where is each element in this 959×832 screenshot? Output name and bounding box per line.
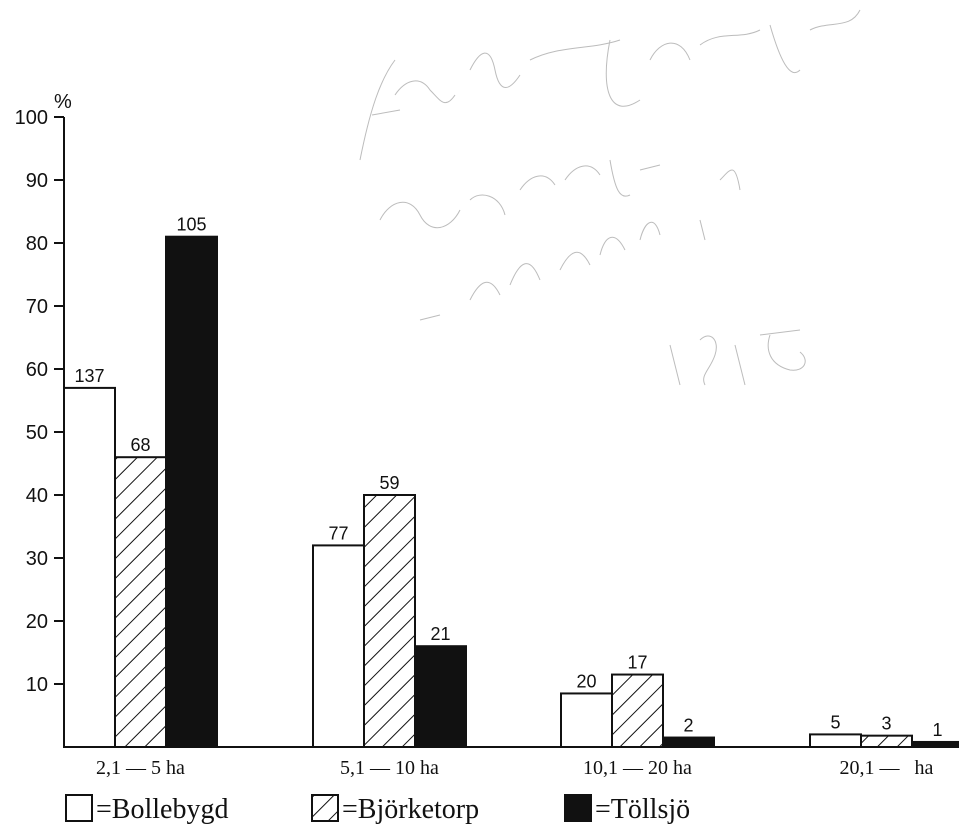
bar-töllsjö-0 <box>166 237 217 747</box>
y-tick-label: 20 <box>26 611 48 633</box>
legend: =Bollebygd =Björketorp =Töllsjö <box>66 794 690 825</box>
legend-swatch-bollebygd <box>66 795 92 821</box>
y-tick-label: 70 <box>26 296 48 318</box>
data-label: 21 <box>430 624 450 644</box>
y-tick-label: 90 <box>26 170 48 192</box>
x-category-label: 5,1 — 10 ha <box>340 757 439 779</box>
legend-label-töllsjö: =Töllsjö <box>595 794 690 825</box>
data-label: 3 <box>881 714 891 734</box>
bar-töllsjö-1 <box>415 646 466 747</box>
bar-töllsjö-2 <box>663 738 714 747</box>
data-label: 59 <box>379 473 399 493</box>
handwritten-note <box>360 10 860 385</box>
y-tick-label: 100 <box>15 107 48 129</box>
x-category-label: 10,1 — 20 ha <box>583 757 692 779</box>
legend-label-björketorp: =Björketorp <box>342 794 479 825</box>
x-axis: 2,1 — 5 ha 5,1 — 10 ha 10,1 — 20 ha 20,1 — … <box>64 747 959 779</box>
bar-bollebygd-3 <box>810 734 861 747</box>
y-tick-label: 10 <box>26 674 48 696</box>
data-label: 105 <box>176 215 206 235</box>
data-label: 20 <box>576 671 596 691</box>
data-label: 17 <box>627 653 647 673</box>
data-label: 137 <box>74 366 104 386</box>
y-axis: 10 20 30 40 50 60 70 80 90 100 <box>15 107 64 747</box>
bar-björketorp-3 <box>861 736 912 747</box>
data-label: 1 <box>932 720 942 740</box>
data-label: 2 <box>683 716 693 736</box>
legend-label-bollebygd: =Bollebygd <box>96 794 228 825</box>
legend-swatch-töllsjö <box>565 795 591 821</box>
y-tick-label: 30 <box>26 548 48 570</box>
bar-bollebygd-2 <box>561 693 612 747</box>
y-tick-label: 80 <box>26 233 48 255</box>
y-tick-label: 50 <box>26 422 48 444</box>
legend-swatch-björketorp <box>312 795 338 821</box>
bars-layer: 137 68 105 77 59 21 20 17 2 5 3 1 <box>64 215 959 747</box>
bar-björketorp-1 <box>364 495 415 747</box>
data-label: 77 <box>328 523 348 543</box>
bar-björketorp-0 <box>115 457 166 747</box>
y-tick-label: 60 <box>26 359 48 381</box>
bar-bollebygd-1 <box>313 545 364 747</box>
x-category-label: 2,1 — 5 ha <box>96 757 185 779</box>
bar-bollebygd-0 <box>64 388 115 747</box>
bar-björketorp-2 <box>612 675 663 747</box>
data-label: 68 <box>130 435 150 455</box>
y-axis-unit-label: % <box>54 91 72 113</box>
data-label: 5 <box>830 712 840 732</box>
y-tick-label: 40 <box>26 485 48 507</box>
x-category-label: 20,1 — ha <box>840 757 934 779</box>
